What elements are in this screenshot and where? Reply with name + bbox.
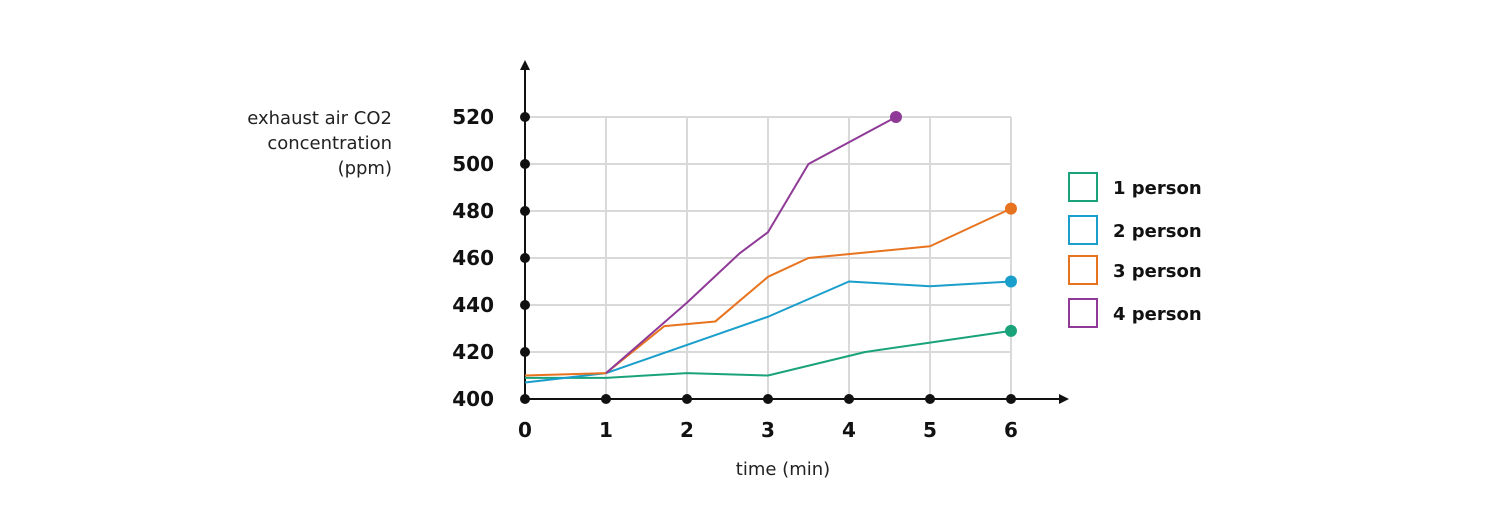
y-tick-dot [520,112,530,122]
x-tick-label: 2 [680,418,694,442]
y-tick-label: 480 [452,199,494,223]
y-tick-dot [520,300,530,310]
series-line [605,116,897,374]
series-end-point [889,111,902,123]
x-tick-dot [1006,394,1016,404]
x-tick-label: 4 [842,418,856,442]
y-axis-label-line: concentration [267,133,392,154]
legend-label: 2 person [1113,221,1202,242]
x-tick-label: 3 [761,418,775,442]
x-axis-arrow [1059,394,1069,404]
legend: 1 person 2 person 3 person 4 person [1068,172,1202,328]
x-tick-dot [601,394,611,404]
legend-label: 3 person [1113,261,1202,282]
y-tick-label: 400 [452,387,494,411]
x-tick-label: 0 [518,418,532,442]
legend-swatch [1068,298,1098,328]
series-lines [524,111,1017,384]
grid [525,116,1012,399]
legend-swatch [1068,172,1098,202]
legend-swatch [1068,255,1098,285]
y-axis-label: exhaust air CO2 concentration (ppm) [247,108,392,179]
y-tick-dot [520,394,530,404]
x-tick-label: 6 [1004,418,1018,442]
series-end-point [1005,202,1017,215]
legend-label: 1 person [1113,178,1202,199]
y-tick-dot [520,347,530,357]
y-tick-dot [520,159,530,169]
y-tick-label: 440 [452,293,494,317]
x-axis-label: time (min) [736,459,830,480]
series-end-point [1005,324,1017,337]
x-tick-dot [763,394,773,404]
y-tick-label: 420 [452,340,494,364]
x-tick-label: 5 [923,418,937,442]
x-tick-dot [844,394,854,404]
x-tick-dot [682,394,692,404]
series-end-point [1005,275,1017,288]
ticks: 400 420 440 460 480 500 520 0 1 2 3 4 5 6 [452,105,1018,442]
y-tick-dot [520,206,530,216]
legend-swatch [1068,215,1098,245]
y-tick-label: 520 [452,105,494,129]
x-tick-dot [925,394,935,404]
y-axis-arrow [520,60,530,70]
y-tick-label: 500 [452,152,494,176]
y-axis-label-line: exhaust air CO2 [247,108,392,129]
legend-label: 4 person [1113,304,1202,325]
x-tick-label: 1 [599,418,613,442]
y-tick-label: 460 [452,246,494,270]
y-axis-label-line: (ppm) [338,158,392,179]
y-tick-dot [520,253,530,263]
